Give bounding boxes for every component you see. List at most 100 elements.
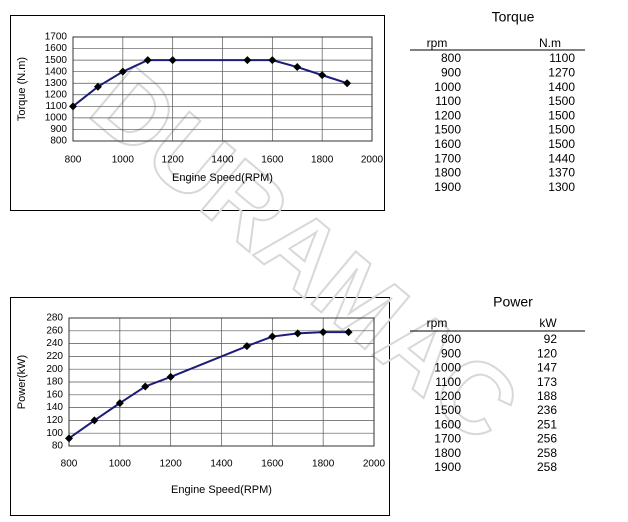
y-tick-label: 100 [46,428,63,439]
table-cell: 147 [537,361,557,375]
x-tick-label: 800 [61,459,78,470]
marker [293,63,302,72]
marker [268,332,277,341]
y-tick-label: 240 [46,338,63,349]
marker [168,56,177,65]
table-cell: 1100 [549,51,575,65]
y-tick-label: 900 [50,124,67,135]
marker [344,328,353,337]
table-cell: 1000 [434,361,461,375]
table-cell: 1500 [548,123,575,137]
series-line [68,331,349,440]
y-tick-label: 1000 [45,113,68,124]
x-axis-title: Engine Speed(RPM) [171,484,272,496]
y-tick-label: 140 [46,402,63,413]
x-tick-label: 1800 [311,155,334,166]
table-cell: 1300 [548,180,575,194]
table-header: rpm [427,316,448,330]
table-cell: 1500 [548,108,575,122]
y-tick-label: 1300 [45,78,68,89]
table-cell: 1270 [548,65,575,79]
y-tick-label: 80 [52,441,64,452]
table-cell: 256 [537,432,557,446]
marker [293,329,302,338]
table-cell: 1440 [548,151,575,165]
y-axis-title: Torque (N.m) [16,57,28,121]
marker [90,416,99,425]
table-cell: 1700 [434,432,461,446]
x-tick-label: 1400 [211,155,234,166]
marker [268,56,277,65]
y-tick-label: 260 [46,325,63,336]
y-axis-title: Power(kW) [16,355,28,409]
y-tick-label: 180 [46,377,63,388]
series-line [72,59,348,108]
table-header: kW [539,316,557,330]
y-tick-label: 1400 [45,66,68,77]
marker [318,71,327,80]
marker [69,102,77,111]
marker [118,67,127,76]
table-cell: 1900 [434,180,461,194]
table-cell: 1800 [434,446,461,460]
x-tick-label: 800 [65,155,82,166]
x-tick-label: 1200 [162,155,185,166]
table-cell: 800 [441,332,461,346]
table-cell: 1000 [434,80,461,94]
marker [141,382,150,391]
y-tick-label: 1100 [45,101,67,112]
table-cell: 92 [544,332,558,346]
table-cell: 173 [537,375,557,389]
table-cell: 900 [441,65,461,79]
table-header: N.m [539,36,561,50]
table-cell: 1100 [435,94,461,108]
table-cell: 1600 [434,417,461,431]
x-tick-label: 2000 [361,155,384,166]
y-tick-label: 220 [46,351,63,362]
table-cell: 188 [537,389,557,403]
plot-area [68,317,375,447]
y-tick-label: 1200 [45,89,68,100]
table-cell: 1200 [434,389,461,403]
x-tick-label: 1000 [109,459,132,470]
marker [93,82,102,91]
table-cell: 1700 [434,151,461,165]
marker [343,79,352,88]
table-title: Power [493,294,533,310]
table-cell: 1600 [434,137,461,151]
table-cell: 1500 [434,123,461,137]
table-cell: 1400 [548,80,575,94]
table-cell: 900 [441,346,461,360]
marker [115,399,124,408]
chart-frame [10,297,390,516]
marker [166,372,175,381]
table-cell: 1800 [434,166,461,180]
y-tick-label: 120 [46,415,63,426]
y-tick-label: 160 [46,389,63,400]
x-tick-label: 1600 [261,459,284,470]
table-cell: 1900 [434,460,461,474]
table-cell: 120 [537,346,557,360]
table-cell: 1500 [548,94,575,108]
marker [319,328,328,337]
plot-area [72,36,373,142]
y-tick-label: 800 [50,136,67,147]
y-tick-label: 200 [46,364,63,375]
y-tick-label: 1500 [45,55,68,66]
x-tick-label: 1600 [261,155,284,166]
table-cell: 251 [537,417,557,431]
table-cell: 1200 [434,108,461,122]
table-cell: 1500 [548,137,575,151]
y-tick-label: 280 [46,313,63,324]
table-cell: 258 [537,460,557,474]
table-cell: 800 [441,51,461,65]
x-tick-label: 1800 [312,459,335,470]
x-axis-title: Engine Speed(RPM) [172,172,273,184]
marker [243,56,252,65]
marker [143,56,152,65]
marker [65,434,73,443]
x-tick-label: 2000 [363,459,386,470]
x-tick-label: 1000 [112,155,135,166]
table-cell: 236 [537,403,557,417]
